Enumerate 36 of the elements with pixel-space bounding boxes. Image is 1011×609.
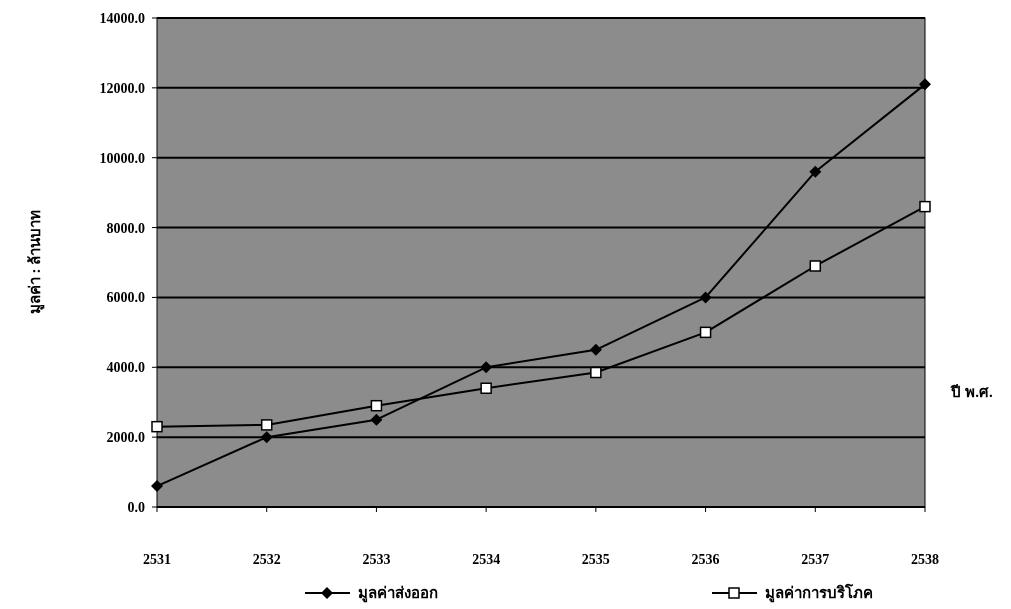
x-tick-label: 2531 xyxy=(143,552,171,567)
point xyxy=(260,431,273,444)
point xyxy=(480,361,493,374)
point xyxy=(480,382,492,394)
y-tick-label: 2000.0 xyxy=(106,430,145,446)
y-tick-label: 8000.0 xyxy=(106,220,145,236)
x-tick-label: 2537 xyxy=(801,552,830,567)
x-tick-label: 2533 xyxy=(362,552,391,567)
legend-label: มูลค่าการบริโภค xyxy=(765,583,873,603)
point xyxy=(370,399,383,412)
point xyxy=(151,420,163,433)
y-tick-label: 12000.0 xyxy=(99,80,145,96)
x-axis-title: ปี พ.ศ. xyxy=(950,384,993,400)
y-axis-title: มูลค่า : ล้านบาท xyxy=(27,209,45,315)
point xyxy=(809,260,822,272)
x-tick-label: 2534 xyxy=(472,552,501,567)
y-tick-label: 4000.0 xyxy=(106,360,145,376)
point xyxy=(919,78,931,91)
x-tick-label: 2532 xyxy=(252,552,281,567)
x-tick-label: 2538 xyxy=(911,552,939,567)
x-tick-label: 2536 xyxy=(691,552,720,567)
point xyxy=(151,480,163,493)
point xyxy=(699,291,712,304)
y-tick-label: 14000.0 xyxy=(99,11,145,26)
y-tick-label: 10000.0 xyxy=(99,150,145,166)
y-tick-label: 6000.0 xyxy=(106,290,145,306)
point xyxy=(589,343,602,356)
point xyxy=(699,326,712,339)
point xyxy=(370,413,383,426)
point xyxy=(809,165,822,178)
point xyxy=(260,419,273,431)
point xyxy=(590,366,602,379)
x-tick-label: 2535 xyxy=(581,552,610,567)
y-tick-label: 0.0 xyxy=(127,500,145,515)
legend-label: มูลค่าส่งออก xyxy=(358,585,438,603)
point xyxy=(919,200,931,213)
